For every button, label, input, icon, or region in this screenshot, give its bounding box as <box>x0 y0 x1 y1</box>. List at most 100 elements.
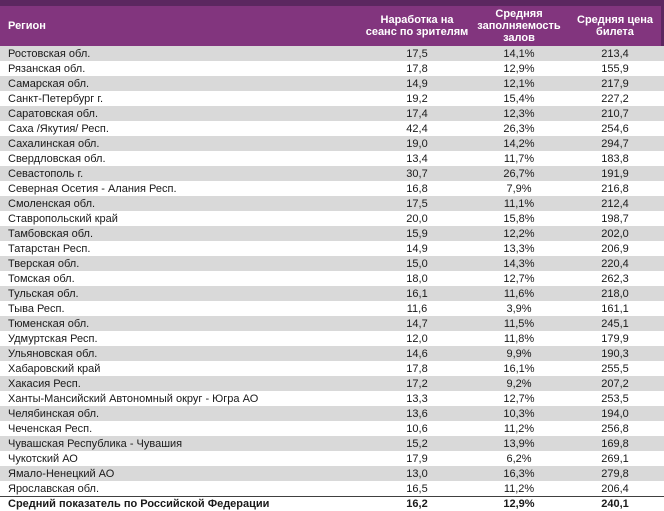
per-session-cell: 14,9 <box>406 77 428 90</box>
price-cell: 155,9 <box>601 62 629 75</box>
occupancy-cell: 11,2% <box>503 482 535 495</box>
price-cell: 179,9 <box>601 332 629 345</box>
region-cell: Тверская обл. <box>8 257 80 270</box>
table-row: Ямало-Ненецкий АО 13,0 16,3% 279,8 <box>0 466 664 481</box>
header-accent-strip <box>0 0 664 6</box>
summary-occupancy-cell: 12,9% <box>503 498 535 510</box>
occupancy-cell: 10,3% <box>503 407 535 420</box>
occupancy-cell: 12,3% <box>503 107 535 120</box>
price-cell: 254,6 <box>601 122 629 135</box>
price-cell: 202,0 <box>601 227 629 240</box>
price-cell: 191,9 <box>601 167 629 180</box>
region-cell: Свердловская обл. <box>8 152 106 165</box>
occupancy-cell: 3,9% <box>506 302 532 315</box>
price-cell: 294,7 <box>601 137 629 150</box>
table-row: Сахалинская обл. 19,0 14,2% 294,7 <box>0 136 664 151</box>
region-cell: Томская обл. <box>8 272 75 285</box>
region-cell: Сахалинская обл. <box>8 137 100 150</box>
table-row: Тверская обл. 15,0 14,3% 220,4 <box>0 256 664 271</box>
price-cell: 198,7 <box>601 212 629 225</box>
per-session-cell: 17,4 <box>406 107 428 120</box>
occupancy-cell: 12,7% <box>503 392 535 405</box>
per-session-cell: 14,7 <box>406 317 428 330</box>
occupancy-cell: 15,8% <box>503 212 535 225</box>
table-row: Тамбовская обл. 15,9 12,2% 202,0 <box>0 226 664 241</box>
occupancy-cell: 11,5% <box>503 317 535 330</box>
per-session-cell: 18,0 <box>406 272 428 285</box>
table-body: Ростовская обл. 17,5 14,1% 213,4 Рязанск… <box>0 46 664 496</box>
price-cell: 227,2 <box>601 92 629 105</box>
column-header-occupancy: Средняя заполняемость залов <box>477 8 561 44</box>
price-cell: 161,1 <box>601 302 629 315</box>
summary-row: Средний показатель по Российской Федерац… <box>0 496 664 511</box>
occupancy-cell: 15,4% <box>503 92 535 105</box>
occupancy-cell: 12,1% <box>503 77 535 90</box>
price-cell: 253,5 <box>601 392 629 405</box>
price-cell: 190,3 <box>601 347 629 360</box>
price-cell: 194,0 <box>601 407 629 420</box>
region-cell: Тульская обл. <box>8 287 79 300</box>
occupancy-cell: 26,7% <box>503 167 535 180</box>
table-row: Саха /Якутия/ Респ. 42,4 26,3% 254,6 <box>0 121 664 136</box>
price-cell: 213,4 <box>601 47 629 60</box>
header-right-edge <box>661 0 664 46</box>
per-session-cell: 13,3 <box>406 392 428 405</box>
per-session-cell: 15,9 <box>406 227 428 240</box>
region-cell: Хабаровский край <box>8 362 101 375</box>
region-cell: Самарская обл. <box>8 77 90 90</box>
region-cell: Чукотский АО <box>8 452 78 465</box>
occupancy-cell: 16,1% <box>503 362 535 375</box>
region-cell: Санкт-Петербург г. <box>8 92 104 105</box>
region-cell: Северная Осетия - Алания Респ. <box>8 182 177 195</box>
table-row: Чувашская Республика - Чувашия 15,2 13,9… <box>0 436 664 451</box>
region-cell: Рязанская обл. <box>8 62 86 75</box>
per-session-cell: 16,1 <box>406 287 428 300</box>
per-session-cell: 42,4 <box>406 122 428 135</box>
occupancy-cell: 14,2% <box>503 137 535 150</box>
per-session-cell: 17,5 <box>406 197 428 210</box>
price-cell: 169,8 <box>601 437 629 450</box>
price-cell: 218,0 <box>601 287 629 300</box>
occupancy-cell: 7,9% <box>506 182 532 195</box>
region-cell: Тамбовская обл. <box>8 227 94 240</box>
region-cell: Севастополь г. <box>8 167 84 180</box>
price-cell: 183,8 <box>601 152 629 165</box>
price-cell: 220,4 <box>601 257 629 270</box>
occupancy-cell: 13,9% <box>503 437 535 450</box>
per-session-cell: 17,2 <box>406 377 428 390</box>
price-cell: 206,4 <box>601 482 629 495</box>
occupancy-cell: 9,2% <box>506 377 532 390</box>
per-session-cell: 19,2 <box>406 92 428 105</box>
table-row: Тульская обл. 16,1 11,6% 218,0 <box>0 286 664 301</box>
region-cell: Чеченская Респ. <box>8 422 93 435</box>
price-cell: 279,8 <box>601 467 629 480</box>
region-cell: Удмуртская Респ. <box>8 332 98 345</box>
per-session-cell: 17,9 <box>406 452 428 465</box>
table-row: Рязанская обл. 17,8 12,9% 155,9 <box>0 61 664 76</box>
table-row: Удмуртская Респ. 12,0 11,8% 179,9 <box>0 331 664 346</box>
occupancy-cell: 13,3% <box>503 242 535 255</box>
table-row: Свердловская обл. 13,4 11,7% 183,8 <box>0 151 664 166</box>
region-cell: Саратовская обл. <box>8 107 99 120</box>
table-row: Татарстан Респ. 14,9 13,3% 206,9 <box>0 241 664 256</box>
table-row: Хакасия Респ. 17,2 9,2% 207,2 <box>0 376 664 391</box>
per-session-cell: 15,0 <box>406 257 428 270</box>
region-cell: Татарстан Респ. <box>8 242 91 255</box>
table-row: Чукотский АО 17,9 6,2% 269,1 <box>0 451 664 466</box>
per-session-cell: 30,7 <box>406 167 428 180</box>
column-header-region: Регион <box>8 20 46 32</box>
table-row: Ярославская обл. 16,5 11,2% 206,4 <box>0 481 664 496</box>
occupancy-cell: 12,9% <box>503 62 535 75</box>
region-cell: Чувашская Республика - Чувашия <box>8 437 183 450</box>
per-session-cell: 13,4 <box>406 152 428 165</box>
occupancy-cell: 12,2% <box>503 227 535 240</box>
price-cell: 255,5 <box>601 362 629 375</box>
price-cell: 256,8 <box>601 422 629 435</box>
per-session-cell: 13,0 <box>406 467 428 480</box>
price-cell: 245,1 <box>601 317 629 330</box>
occupancy-cell: 11,1% <box>503 197 535 210</box>
per-session-cell: 19,0 <box>406 137 428 150</box>
table-row: Ростовская обл. 17,5 14,1% 213,4 <box>0 46 664 61</box>
occupancy-cell: 11,8% <box>503 332 535 345</box>
price-cell: 207,2 <box>601 377 629 390</box>
